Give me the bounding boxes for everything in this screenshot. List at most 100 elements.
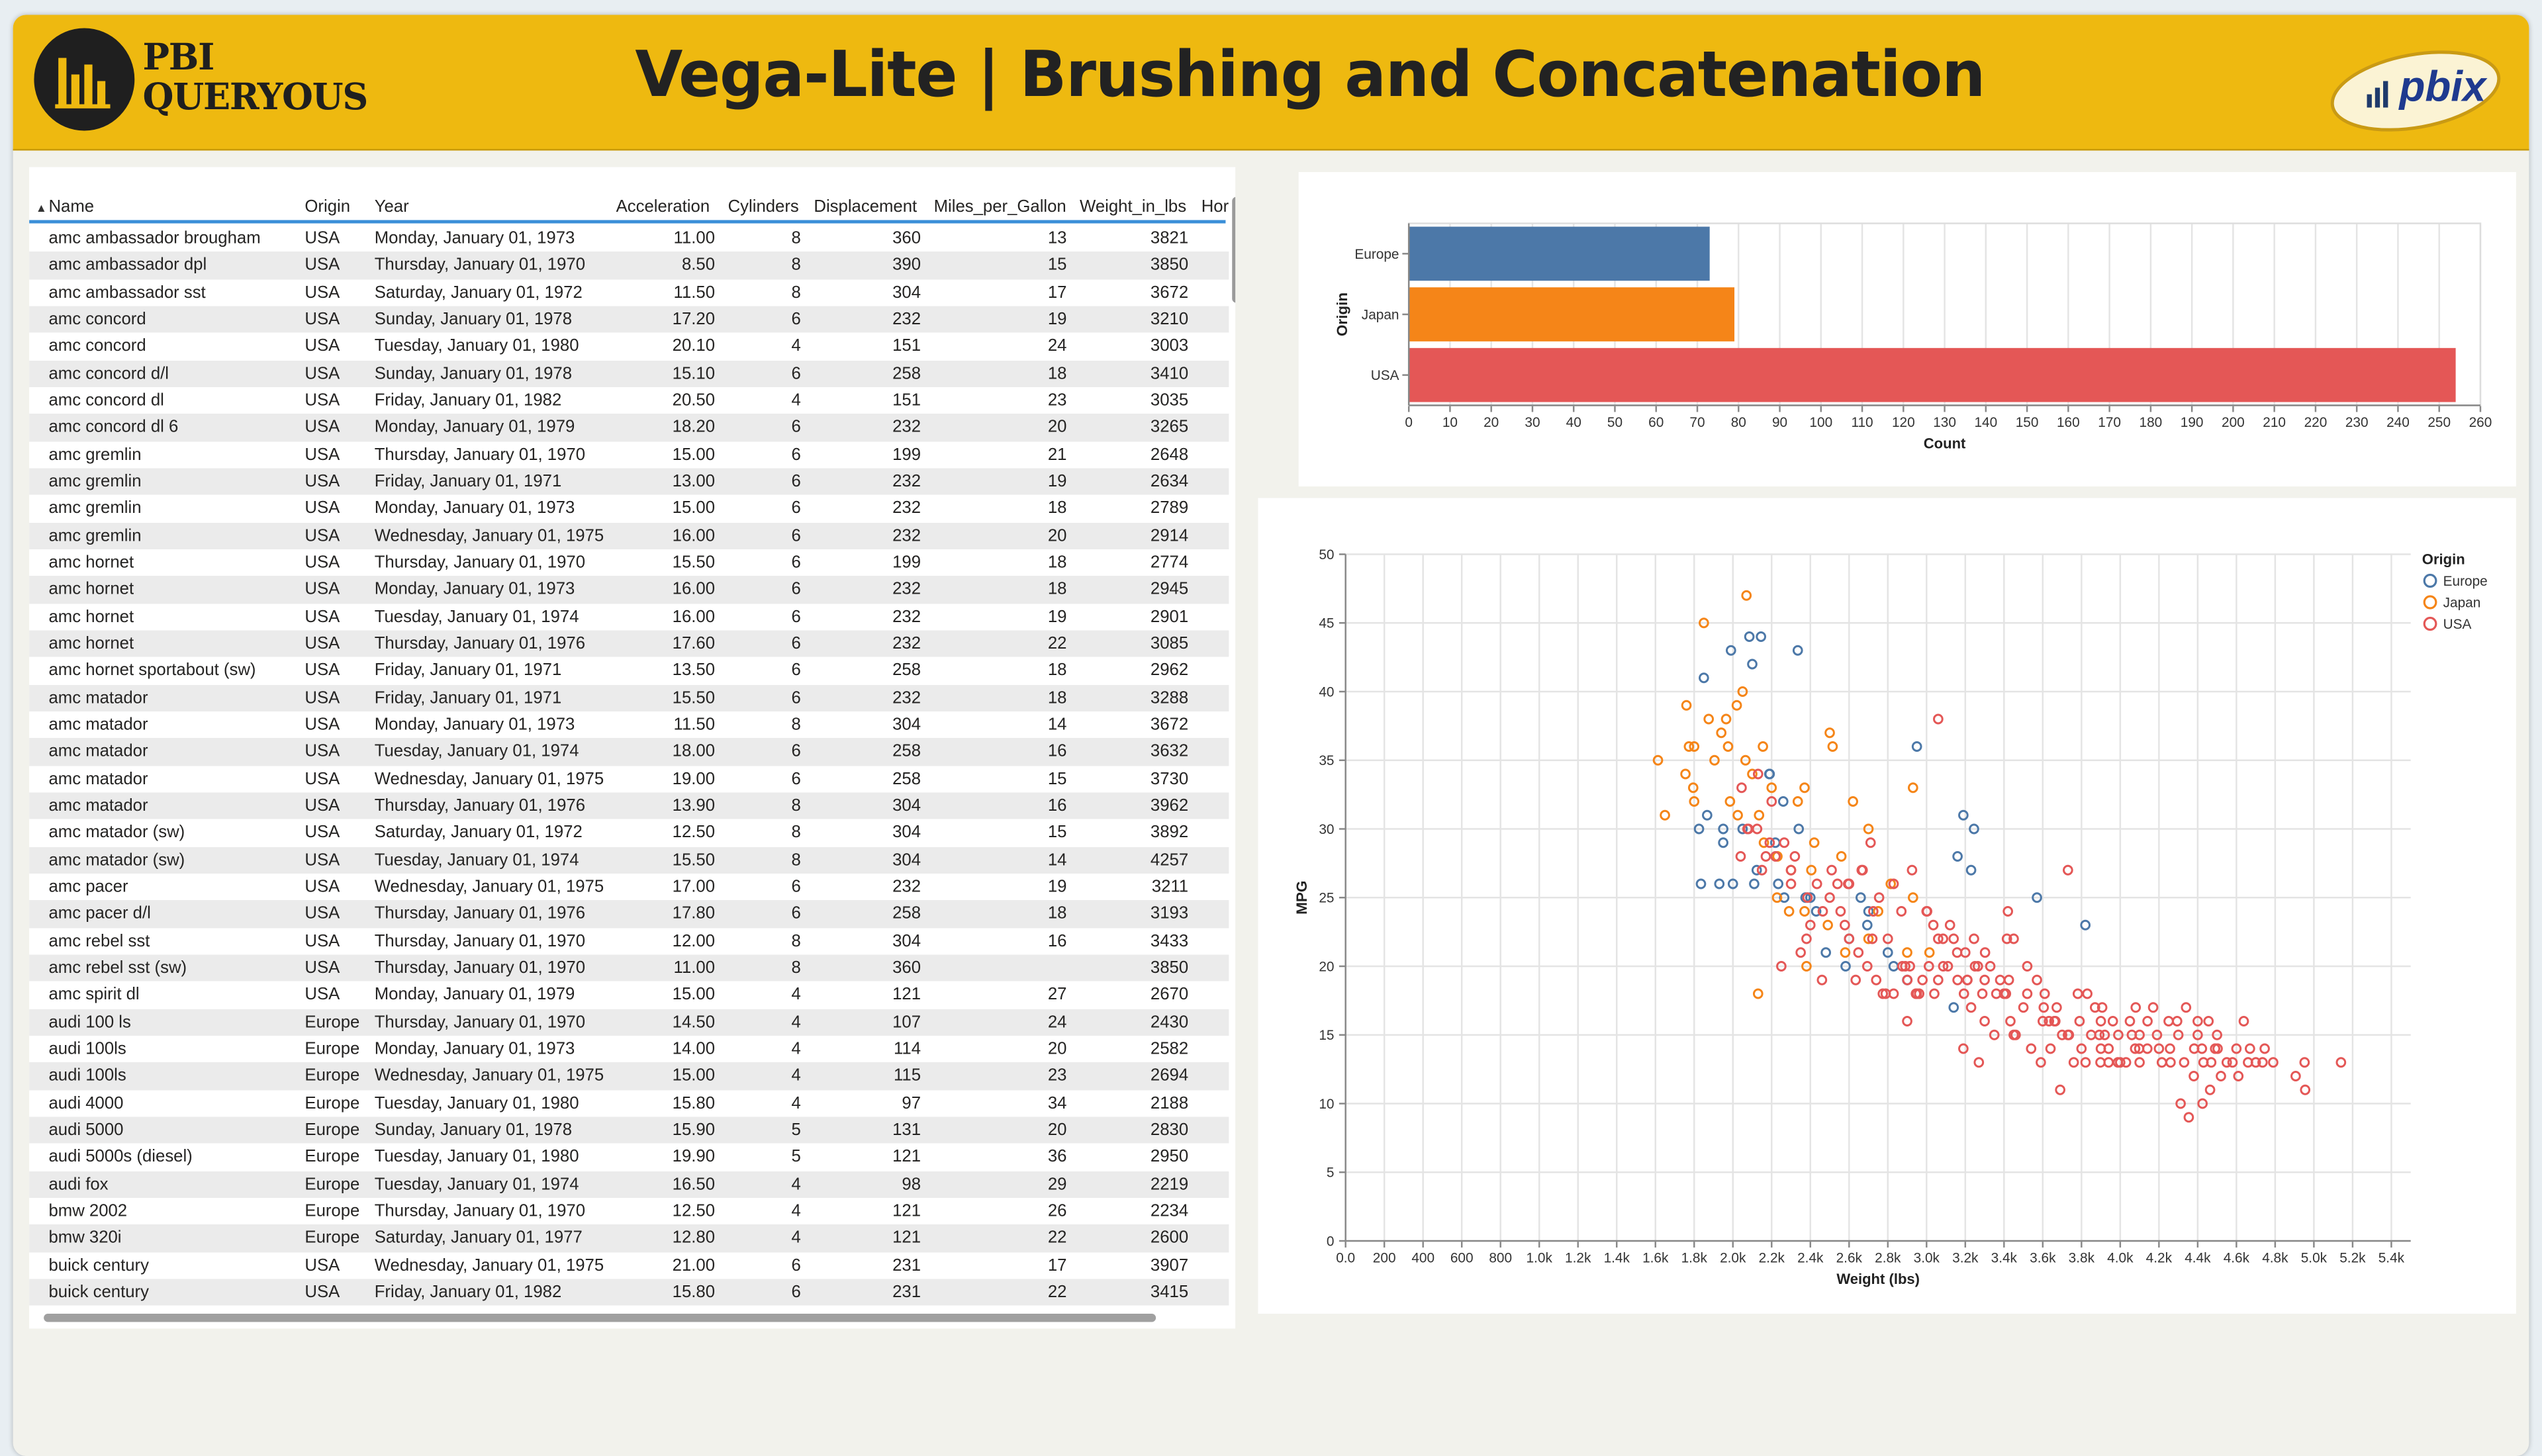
legend-symbol-japan <box>2424 596 2436 608</box>
scatter-x-tick-label: 4.8k <box>2262 1250 2288 1265</box>
horizontal-scrollbar[interactable] <box>44 1314 1156 1322</box>
scatter-point-usa <box>1787 880 1795 888</box>
table-cell-year: Monday, January 01, 1979 <box>375 418 575 437</box>
table-cell-miles-per-gallon: 20 <box>937 418 1067 437</box>
table-cell-origin: Europe <box>305 1228 359 1248</box>
table-cell-displacement: 121 <box>791 1228 921 1248</box>
table-cell-year: Friday, January 01, 1971 <box>375 660 562 680</box>
scatter-point-usa <box>1908 866 1916 874</box>
brand-line-2: QUERYOUS <box>143 78 368 118</box>
scatter-point-japan <box>1810 839 1818 847</box>
table-cell-miles-per-gallon: 27 <box>937 985 1067 1005</box>
table-cell-displacement: 258 <box>791 363 921 383</box>
column-header-origin[interactable]: Origin <box>305 197 350 217</box>
table-cell-year: Monday, January 01, 1979 <box>375 985 575 1005</box>
scatter-x-tick-label: 3.2k <box>1952 1250 1979 1265</box>
scatter-x-tick-label: 3.8k <box>2069 1250 2095 1265</box>
table-cell-name: amc pacer d/l <box>48 904 150 924</box>
scatter-point-usa <box>1787 866 1795 874</box>
table-cell-origin: USA <box>305 607 340 627</box>
table-cell-weight-in-lbs: 3672 <box>1059 715 1188 735</box>
column-header-hor[interactable]: Hor <box>1201 197 1229 217</box>
table-cell-name: amc matador <box>48 715 148 735</box>
table-cell-miles-per-gallon: 20 <box>937 1039 1067 1059</box>
column-header-weight-in-lbs[interactable]: Weight_in_lbs <box>1080 197 1186 217</box>
table-cell-year: Monday, January 01, 1973 <box>375 1039 575 1059</box>
table-cell-year: Wednesday, January 01, 1975 <box>375 768 604 788</box>
table-cell-miles-per-gallon: 23 <box>937 390 1067 410</box>
column-header-miles-per-gallon[interactable]: Miles_per_Gallon <box>934 197 1066 217</box>
table-cell-weight-in-lbs: 2694 <box>1059 1066 1188 1086</box>
scatter-point-europe <box>1950 1003 1958 1012</box>
table-cell-weight-in-lbs: 3632 <box>1059 742 1188 762</box>
column-header-cylinders[interactable]: Cylinders <box>728 197 799 217</box>
table-cell-miles-per-gallon: 20 <box>937 525 1067 545</box>
column-header-year[interactable]: Year <box>375 197 409 217</box>
scatter-point-europe <box>1912 743 1921 751</box>
column-header-acceleration[interactable]: Acceleration <box>616 197 710 217</box>
table-cell-cylinders: 6 <box>671 498 801 518</box>
vertical-scrollbar[interactable] <box>1232 197 1235 303</box>
column-header-displacement[interactable]: Displacement <box>814 197 917 217</box>
table-cell-year: Thursday, January 01, 1976 <box>375 796 585 815</box>
table-cell-miles-per-gallon: 19 <box>937 607 1067 627</box>
scatter-x-tick-label: 4.2k <box>2146 1250 2173 1265</box>
table-cell-weight-in-lbs: 3962 <box>1059 796 1188 815</box>
table-cell-name: amc matador <box>48 796 148 815</box>
sort-ascending-icon[interactable]: ▲ <box>36 204 47 216</box>
table-cell-miles-per-gallon: 29 <box>937 1174 1067 1194</box>
data-table[interactable]: Name Origin Year Acceleration Cylinders Displ… <box>29 167 1235 1329</box>
table-cell-origin: USA <box>305 768 340 788</box>
column-header-name[interactable]: Name <box>48 197 94 217</box>
table-cell-year: Tuesday, January 01, 1980 <box>375 1147 579 1167</box>
table-cell-miles-per-gallon: 18 <box>937 688 1067 707</box>
bar-usa <box>1409 348 2455 402</box>
scatter-y-tick-label: 40 <box>1319 684 1334 700</box>
table-cell-weight-in-lbs: 3210 <box>1059 309 1188 329</box>
